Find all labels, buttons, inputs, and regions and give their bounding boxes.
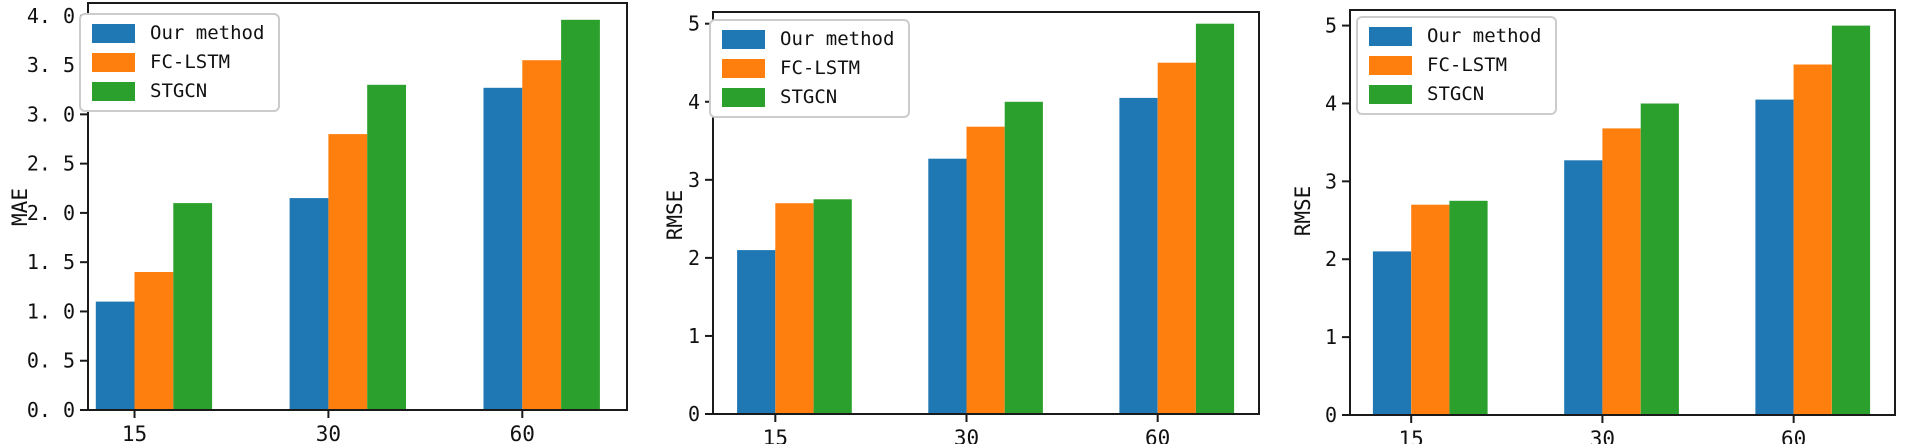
chart-rmse-right: 0 1 2 3 4 5 15 30 60 RMSE Our method FC-LSTM STGC… [1270,0,1905,444]
legend-item-fc-lstm: FC-LSTM [722,58,894,79]
y-tick-label: 1. 5 [27,250,75,274]
y-tick-label: 4 [688,90,700,114]
y-tick-label: 4 [1325,91,1337,115]
bar-stgcn-30 [367,84,406,411]
legend-label-fc-lstm: FC-LSTM [150,51,231,73]
legend-label-stgcn: STGCN [1427,83,1485,105]
bar-fc-lstm-60 [1157,62,1196,414]
y-tick-label: 3 [688,168,700,192]
plot-frame [87,2,628,411]
legend-item-our-method: Our method [1369,26,1541,47]
x-tick-label: 15 [763,426,788,444]
mae-bar-chart-svg: 0. 0 0. 5 1. 0 1. 5 2. 0 2. 5 3. 0 3. 5 4. 0 15 30… [8,2,628,444]
legend-item-stgcn: STGCN [722,87,894,108]
legend-item-our-method: Our method [92,23,264,44]
bar-fc-lstm-30 [966,126,1005,414]
x-tick-label: 30 [316,422,341,444]
y-tick-label: 4. 0 [27,4,75,28]
y-tick-label: 0 [688,402,700,426]
y-tick-label: 0. 5 [27,349,75,373]
bar-stgcn-15 [813,199,852,414]
bar-fc-lstm-60 [522,60,562,410]
legend-swatch-fc-lstm [92,53,135,72]
rmse-right-bar-chart-svg: 0 1 2 3 4 5 15 30 60 RMSE [1291,9,1896,444]
y-tick-label: 0. 0 [27,398,75,422]
y-tick-label: 5 [688,12,700,36]
bar-stgcn-60 [1831,25,1871,415]
legend-label-fc-lstm: FC-LSTM [1427,54,1508,76]
x-tick-label: 30 [954,426,979,444]
chart-mae: 0. 0 0. 5 1. 0 1. 5 2. 0 2. 5 3. 0 3. 5 4. 0 15 30… [0,0,635,444]
x-tick-label: 60 [1145,426,1170,444]
bar-fc-lstm-15 [775,203,814,414]
bar-our-method-30 [1564,160,1603,415]
y-axis-label: RMSE [1291,186,1315,237]
legend-swatch-fc-lstm [722,59,765,78]
legend-label-stgcn: STGCN [780,86,838,108]
legend-swatch-stgcn [722,88,765,107]
bar-our-method-30 [928,158,967,414]
legend: Our method FC-LSTM STGCN [79,13,281,112]
y-tick-label: 1 [688,324,700,348]
y-axis-label: RMSE [663,190,687,241]
legend-item-stgcn: STGCN [92,81,264,102]
legend-label-our-method: Our method [150,22,265,44]
legend-label-fc-lstm: FC-LSTM [780,57,861,79]
legend-item-our-method: Our method [722,29,894,50]
legend-swatch-our-method [722,30,765,49]
legend: Our method FC-LSTM STGCN [1356,16,1558,115]
y-tick-label: 3 [1325,169,1337,193]
legend: Our method FC-LSTM STGCN [709,19,911,118]
bar-fc-lstm-15 [1411,204,1450,415]
plot-frame [1349,9,1896,416]
legend-swatch-our-method [1369,27,1412,46]
bar-stgcn-30 [1004,101,1043,415]
bar-our-method-30 [289,198,329,410]
y-tick-label: 2 [1325,247,1337,271]
y-tick-label: 1. 0 [27,299,75,323]
legend-item-stgcn: STGCN [1369,84,1541,105]
bar-fc-lstm-30 [1602,128,1641,415]
y-tick-label: 2. 0 [27,201,75,225]
bar-fc-lstm-30 [328,134,368,410]
plot-frame [712,11,1260,415]
bar-our-method-15 [95,301,135,410]
bar-our-method-60 [1755,99,1794,415]
legend-item-fc-lstm: FC-LSTM [92,52,264,73]
y-tick-label: 1 [1325,325,1337,349]
y-tick-label: 5 [1325,14,1337,38]
y-tick-label: 3. 5 [27,53,75,77]
y-tick-label: 0 [1325,403,1337,427]
y-tick-label: 2. 5 [27,152,75,176]
y-tick-label: 3. 0 [27,102,75,126]
legend-label-our-method: Our method [1427,25,1542,47]
legend-swatch-fc-lstm [1369,56,1412,75]
bar-our-method-60 [1119,97,1158,415]
x-tick-label: 60 [1781,427,1806,444]
legend-item-fc-lstm: FC-LSTM [1369,55,1541,76]
bar-our-method-60 [483,87,523,411]
legend-swatch-our-method [92,24,135,43]
bar-stgcn-15 [1449,200,1488,415]
x-tick-label: 15 [122,422,147,444]
chart-rmse-middle: 0 1 2 3 4 5 15 30 60 RMSE Our method FC-LSTM STGC… [635,0,1270,444]
bar-fc-lstm-15 [134,272,174,410]
bar-stgcn-60 [1195,23,1235,414]
x-tick-label: 30 [1590,427,1615,444]
rmse-middle-bar-chart-svg: 0 1 2 3 4 5 15 30 60 RMSE [663,11,1260,444]
legend-label-our-method: Our method [780,28,895,50]
x-tick-label: 60 [510,422,535,444]
legend-swatch-stgcn [1369,85,1412,104]
bar-stgcn-15 [173,203,213,410]
bar-stgcn-30 [1640,103,1679,415]
x-tick-label: 15 [1399,427,1424,444]
y-axis-label: MAE [8,188,32,226]
bar-fc-lstm-60 [1793,64,1832,415]
bar-our-method-15 [1372,251,1412,415]
legend-label-stgcn: STGCN [150,80,208,102]
y-tick-label: 2 [688,246,700,270]
legend-swatch-stgcn [92,82,135,101]
bar-stgcn-60 [561,19,600,411]
bar-our-method-15 [737,250,776,414]
